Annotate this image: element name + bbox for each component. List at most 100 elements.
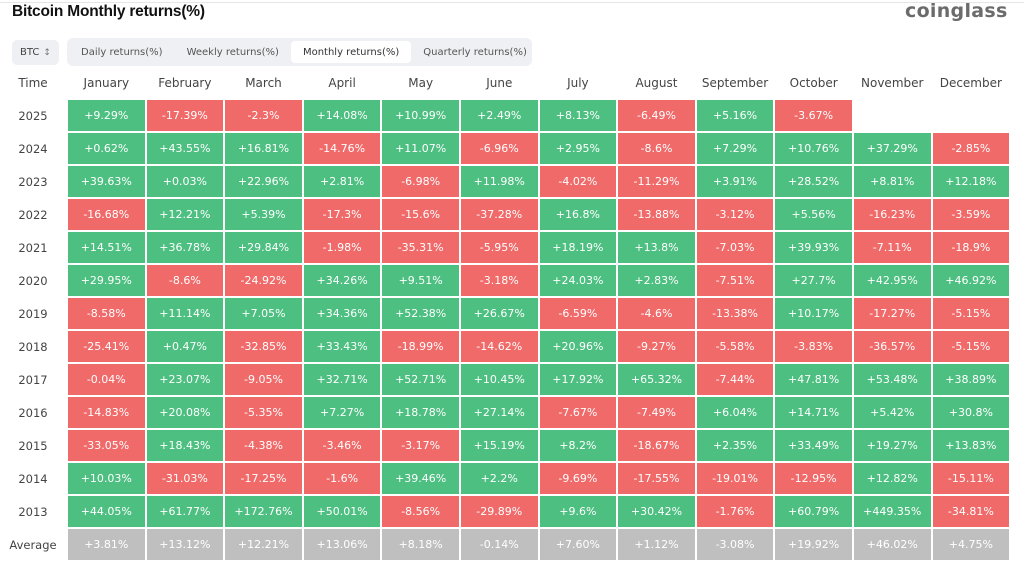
- return-cell: -7.51%: [696, 265, 774, 296]
- return-cell: -33.05%: [68, 430, 145, 461]
- return-cell: -11.29%: [618, 166, 695, 197]
- coin-select[interactable]: BTC ↕: [12, 40, 59, 65]
- return-cell: -8.56%: [382, 496, 459, 527]
- return-cell: -7.11%: [853, 232, 931, 263]
- return-cell: -6.96%: [460, 133, 538, 164]
- return-cell: +30.8%: [932, 397, 1010, 428]
- return-cell: +2.49%: [460, 100, 538, 131]
- return-cell: -5.15%: [932, 298, 1010, 329]
- return-cell: -8.6%: [618, 133, 695, 164]
- empty-cell: [854, 100, 931, 131]
- tab-weekly-returns[interactable]: Weekly returns(%): [186, 46, 279, 58]
- return-cell: +46.92%: [932, 265, 1010, 296]
- row-year-label: 2023: [18, 174, 48, 189]
- column-header-december: December: [939, 75, 1002, 90]
- return-cell: +6.04%: [696, 397, 774, 428]
- return-cell: +9.29%: [68, 100, 145, 131]
- row-year-label: 2013: [18, 504, 48, 519]
- average-cell: +46.02%: [853, 529, 931, 560]
- column-header-may: May: [408, 75, 434, 90]
- return-cell: -17.3%: [303, 199, 381, 230]
- column-header-september: September: [701, 75, 769, 90]
- average-row-label: Average: [9, 537, 57, 552]
- return-cell: +7.27%: [303, 397, 381, 428]
- average-cell: +3.81%: [68, 529, 145, 560]
- tab-monthly-returns[interactable]: Monthly returns(%): [290, 41, 412, 63]
- return-cell: -3.83%: [775, 331, 852, 362]
- return-cell: +34.26%: [303, 265, 381, 296]
- return-cell: +27.14%: [460, 397, 538, 428]
- return-cell: -4.02%: [539, 166, 617, 197]
- return-cell: +39.46%: [382, 463, 459, 494]
- return-cell: +14.51%: [68, 232, 145, 263]
- return-cell: -18.99%: [382, 331, 459, 362]
- return-cell: +27.7%: [775, 265, 852, 296]
- return-cell: +10.45%: [460, 364, 538, 395]
- return-cell: +60.79%: [775, 496, 852, 527]
- return-cell: -8.58%: [68, 298, 145, 329]
- return-cell: +50.01%: [303, 496, 381, 527]
- return-cell: +16.81%: [225, 133, 302, 164]
- row-year-label: 2016: [18, 405, 48, 420]
- return-cell: +39.93%: [775, 232, 852, 263]
- empty-cell: [933, 100, 1010, 131]
- return-cell: -15.11%: [932, 463, 1010, 494]
- return-cell: +29.84%: [225, 232, 302, 263]
- coinglass-logo: coinglass: [905, 0, 1008, 22]
- return-cell: +52.38%: [382, 298, 459, 329]
- return-cell: -5.15%: [932, 331, 1010, 362]
- return-cell: +33.43%: [303, 331, 381, 362]
- return-cell: -37.28%: [460, 199, 538, 230]
- return-cell: +15.19%: [460, 430, 538, 461]
- return-cell: +2.81%: [303, 166, 381, 197]
- column-header-february: February: [158, 75, 212, 90]
- average-cell: -0.14%: [460, 529, 538, 560]
- return-cell: -7.44%: [696, 364, 774, 395]
- return-cell: +3.91%: [696, 166, 774, 197]
- return-cell: +26.67%: [460, 298, 538, 329]
- tab-daily-returns[interactable]: Daily returns(%): [81, 46, 163, 58]
- return-cell: +14.08%: [303, 100, 381, 131]
- row-year-label: 2022: [18, 207, 48, 222]
- return-cell: +19.27%: [853, 430, 931, 461]
- return-cell: +2.83%: [618, 265, 695, 296]
- return-cell: +8.81%: [853, 166, 931, 197]
- row-year-label: 2024: [18, 141, 48, 156]
- return-cell: -9.05%: [225, 364, 302, 395]
- average-cell: +13.06%: [303, 529, 381, 560]
- return-cell: +12.21%: [146, 199, 224, 230]
- return-cell: -5.95%: [460, 232, 538, 263]
- return-cell: +33.49%: [775, 430, 852, 461]
- return-cell: +32.71%: [303, 364, 381, 395]
- return-cell: +7.05%: [225, 298, 302, 329]
- return-cell: +38.89%: [932, 364, 1010, 395]
- return-cell: -16.68%: [68, 199, 145, 230]
- return-cell: +9.51%: [382, 265, 459, 296]
- average-cell: +4.75%: [932, 529, 1010, 560]
- return-cell: +13.8%: [618, 232, 695, 263]
- return-cell: -4.38%: [225, 430, 302, 461]
- return-cell: -17.27%: [853, 298, 931, 329]
- return-cell: +8.2%: [539, 430, 617, 461]
- row-year-label: 2015: [18, 438, 48, 453]
- return-cell: +10.17%: [775, 298, 852, 329]
- return-cell: +5.16%: [696, 100, 774, 131]
- return-cell: +52.71%: [382, 364, 459, 395]
- return-cell: -0.04%: [68, 364, 145, 395]
- return-cell: -17.25%: [225, 463, 302, 494]
- return-cell: +18.19%: [539, 232, 617, 263]
- return-cell: +5.42%: [853, 397, 931, 428]
- return-cell: +17.92%: [539, 364, 617, 395]
- return-cell: +43.55%: [146, 133, 224, 164]
- return-cell: -15.6%: [382, 199, 459, 230]
- return-cell: +11.07%: [382, 133, 459, 164]
- column-header-time: Time: [18, 75, 48, 90]
- average-cell: +13.12%: [146, 529, 224, 560]
- tab-quarterly-returns[interactable]: Quarterly returns(%): [423, 46, 527, 58]
- return-cell: +20.08%: [146, 397, 224, 428]
- return-cell: -12.95%: [775, 463, 852, 494]
- return-cell: +44.05%: [68, 496, 145, 527]
- average-cell: +1.12%: [618, 529, 695, 560]
- return-cell: +14.71%: [775, 397, 852, 428]
- return-cell: -2.3%: [225, 100, 302, 131]
